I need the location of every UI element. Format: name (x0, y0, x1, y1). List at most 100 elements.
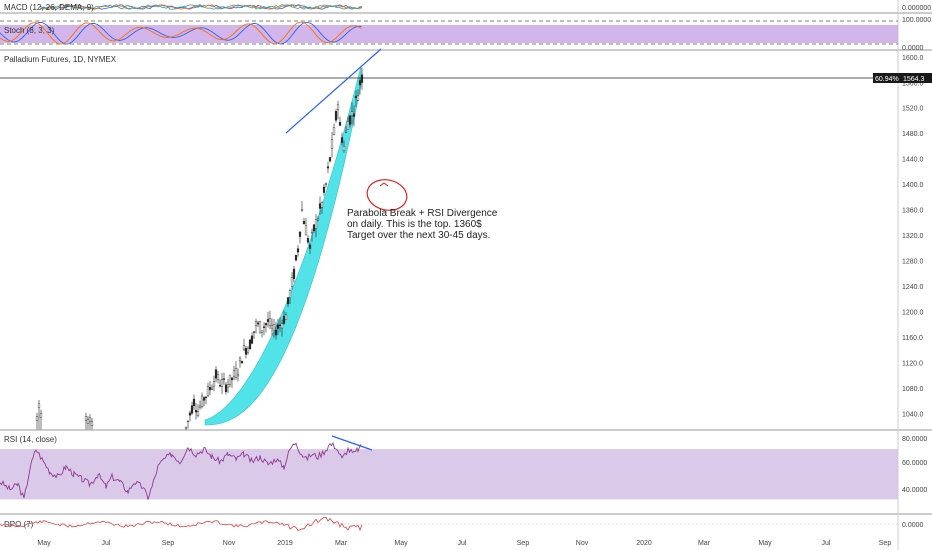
rsi-line (0, 441, 362, 501)
candle (250, 332, 254, 345)
price-tick-label: 1200.0 (902, 310, 924, 317)
candle (330, 132, 334, 158)
candle (358, 77, 362, 95)
candle (238, 356, 242, 368)
candle (232, 366, 236, 381)
candle (206, 382, 210, 398)
rsi-label: RSI (14, close) (4, 435, 57, 444)
candle (202, 396, 206, 407)
candle (342, 140, 346, 153)
price-tick-label: 1320.0 (902, 233, 924, 240)
candle (296, 245, 300, 257)
candle (236, 368, 240, 382)
candle (214, 366, 218, 383)
candle (304, 218, 308, 236)
time-tick-label: Nov (576, 540, 589, 547)
price-axis[interactable]: 1600.0 1560.0 1520.0 1480.0 1440.0 1400.0 1360… (902, 55, 924, 419)
candle (344, 126, 348, 134)
price-tick-label: 1160.0 (902, 335, 923, 342)
candle (266, 311, 270, 328)
time-tick-label: May (758, 540, 772, 547)
time-tick-label: Nov (223, 540, 236, 547)
price-tick-label: 1480.0 (902, 131, 924, 138)
candle (194, 402, 198, 420)
time-tick-label: May (394, 540, 408, 547)
candle (316, 215, 320, 222)
candle (188, 410, 192, 422)
time-tick-label: Jul (102, 540, 111, 547)
rsi-path (0, 441, 362, 501)
stoch-axis-tick: 0.0000 (902, 45, 924, 52)
candle (280, 319, 284, 337)
macd-label: MACD (12, 26, DEMA, 9) (4, 3, 94, 12)
price-tick-label: 1560.0 (902, 80, 924, 87)
price-tick-label: 1040.0 (902, 412, 924, 419)
candle (354, 90, 358, 107)
candle (294, 254, 298, 262)
candle (328, 156, 332, 163)
candle (312, 223, 316, 233)
candle (274, 321, 278, 340)
candle (314, 214, 318, 238)
candle (186, 420, 190, 429)
rsi-trendline (331, 435, 373, 451)
candle (290, 272, 294, 290)
candle (336, 100, 340, 120)
annotation-line-2: on daily. This is the top. 1360$ (347, 219, 482, 230)
macd-axis-tick: 0.000000 (902, 5, 931, 12)
dpo-label: DPO (7) (4, 520, 34, 529)
time-tick-label: Mar (698, 540, 711, 547)
candle (198, 400, 202, 410)
candle (268, 310, 272, 329)
price-tick-label: 1080.0 (902, 386, 924, 393)
candle (308, 242, 312, 255)
stoch-axis-tick: 100.0000 (902, 17, 931, 24)
candle (224, 382, 228, 395)
candle (346, 116, 350, 130)
price-tick-label: 1400.0 (902, 182, 924, 189)
candle (208, 381, 212, 396)
candle (88, 414, 92, 430)
candle (322, 183, 326, 196)
candle (184, 426, 188, 431)
candle (90, 417, 94, 430)
candle (324, 182, 328, 188)
price-trendline (285, 48, 382, 134)
time-tick-label: 2020 (636, 540, 652, 547)
last-change-value: 60.94% (875, 76, 899, 83)
candle (310, 228, 314, 242)
target-circle-mark (379, 182, 389, 187)
candle (334, 108, 338, 123)
candle (332, 123, 336, 136)
candle (252, 331, 256, 339)
price-tick-label: 1280.0 (902, 259, 924, 266)
candle (240, 360, 244, 364)
candle (200, 392, 204, 409)
candle (352, 105, 356, 127)
time-tick-label: 2019 (277, 540, 293, 547)
candle (258, 320, 262, 334)
candle (288, 288, 292, 305)
annotation-line-3: Target over the next 30-45 days. (347, 230, 490, 241)
candle (292, 265, 296, 283)
parabola-fill (204, 65, 362, 426)
candle (216, 370, 220, 384)
rsi-axis-tick: 80.0000 (902, 436, 927, 443)
candle (302, 217, 306, 225)
last-change-badge (873, 73, 899, 83)
candle (298, 231, 302, 244)
time-axis[interactable]: May Jul Sep Nov 2019 Mar May Jul Sep Nov 2020 Mar Ma… (37, 540, 891, 547)
dpo-axis-tick: 0.0000 (902, 522, 924, 529)
candle (248, 338, 252, 350)
stoch-lines (0, 21, 362, 45)
rsi-axis-tick: 60.0000 (902, 460, 927, 467)
candle (340, 132, 344, 146)
price-tick-label: 1600.0 (902, 55, 924, 62)
candle (220, 372, 224, 395)
candle (39, 409, 43, 430)
target-circle (366, 179, 408, 211)
price-tick-label: 1240.0 (902, 284, 924, 291)
candle (360, 67, 364, 90)
candle (210, 384, 214, 390)
